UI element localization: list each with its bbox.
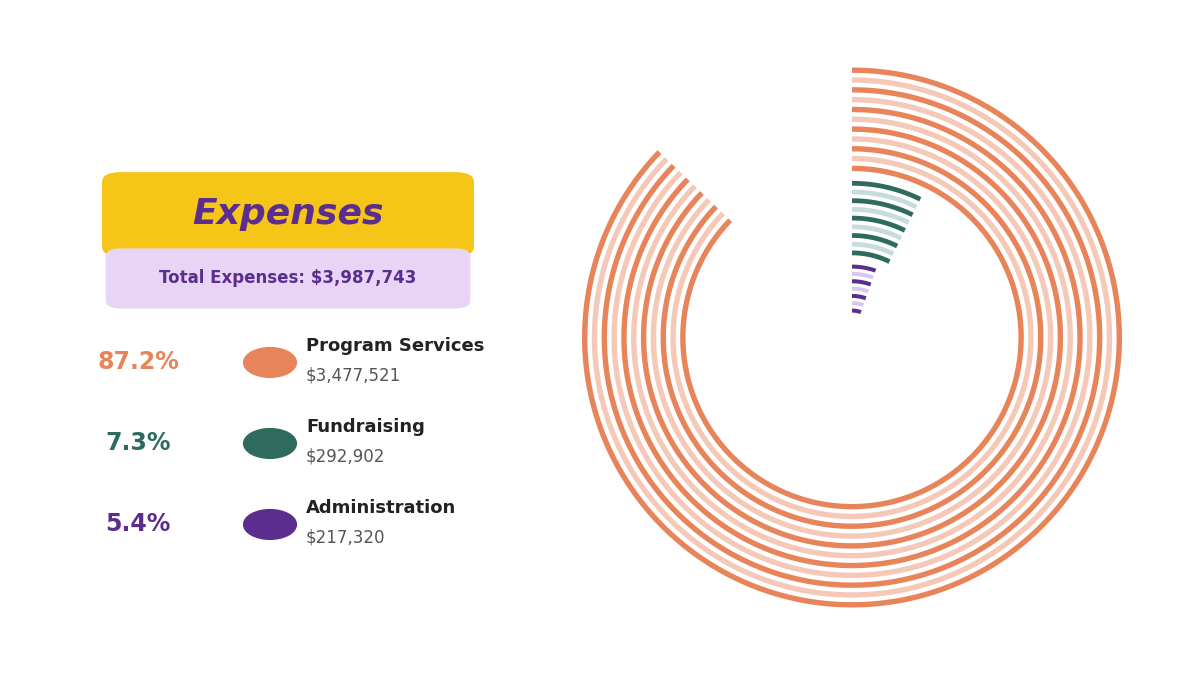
Polygon shape <box>582 68 1122 608</box>
Text: Administration: Administration <box>306 500 456 517</box>
Polygon shape <box>852 265 876 273</box>
Polygon shape <box>852 279 871 286</box>
Text: Program Services: Program Services <box>306 338 485 355</box>
FancyBboxPatch shape <box>106 248 470 308</box>
Text: 7.3%: 7.3% <box>106 431 170 456</box>
Polygon shape <box>650 136 1054 539</box>
Polygon shape <box>641 126 1063 549</box>
Polygon shape <box>852 216 906 233</box>
Text: 5.4%: 5.4% <box>106 512 170 537</box>
Polygon shape <box>852 242 894 256</box>
Polygon shape <box>852 308 862 314</box>
Polygon shape <box>852 233 899 248</box>
Polygon shape <box>852 224 902 240</box>
Polygon shape <box>601 87 1103 588</box>
Polygon shape <box>660 146 1044 529</box>
Polygon shape <box>852 190 918 209</box>
Polygon shape <box>680 165 1024 510</box>
Polygon shape <box>852 301 864 307</box>
Polygon shape <box>852 198 913 217</box>
Polygon shape <box>852 272 874 279</box>
Polygon shape <box>852 207 910 225</box>
Text: $3,477,521: $3,477,521 <box>306 367 401 385</box>
Polygon shape <box>852 181 922 201</box>
Polygon shape <box>612 97 1092 578</box>
Circle shape <box>244 510 296 539</box>
Polygon shape <box>852 250 890 264</box>
Polygon shape <box>671 156 1033 519</box>
Text: $217,320: $217,320 <box>306 529 385 547</box>
Polygon shape <box>622 107 1082 568</box>
Text: Fundraising: Fundraising <box>306 418 425 436</box>
FancyBboxPatch shape <box>102 172 474 256</box>
Circle shape <box>244 348 296 377</box>
Text: Expenses: Expenses <box>192 197 384 232</box>
Text: $292,902: $292,902 <box>306 448 385 466</box>
Circle shape <box>244 429 296 458</box>
Text: Total Expenses: $3,987,743: Total Expenses: $3,987,743 <box>160 269 416 288</box>
Polygon shape <box>631 117 1073 558</box>
Polygon shape <box>852 287 869 294</box>
Polygon shape <box>852 294 866 300</box>
Polygon shape <box>592 78 1112 597</box>
Text: 87.2%: 87.2% <box>97 350 179 375</box>
